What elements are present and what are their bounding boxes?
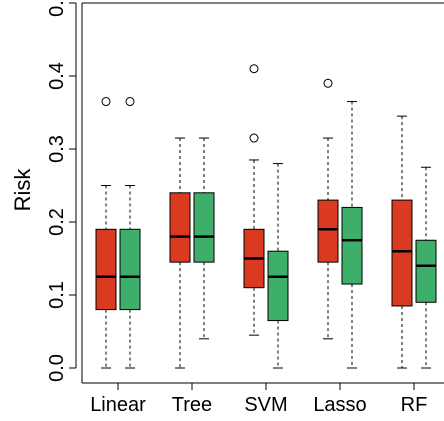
y-tick-label: 0.5 <box>46 0 68 17</box>
x-tick-label-rf: RF <box>401 394 428 416</box>
box-svm-0-outlier-1 <box>249 64 259 74</box>
box-linear-0-iqr-box <box>95 228 117 311</box>
box-linear-1-iqr-box <box>119 228 141 311</box>
y-tick-label: 0.0 <box>46 354 68 382</box>
box-linear-0-outlier-0 <box>101 97 111 107</box>
plot-frame <box>81 2 444 384</box>
y-axis-title: Risk <box>10 168 35 212</box>
box-svm-1-iqr-box <box>267 250 289 322</box>
x-tick-label-svm: SVM <box>244 394 287 416</box>
box-lasso-0-iqr-box <box>317 199 339 263</box>
box-rf-0-iqr-box <box>391 199 413 307</box>
x-tick-label-tree: Tree <box>172 394 212 416</box>
y-tick-label: 0.1 <box>46 281 68 309</box>
x-tick-label-lasso: Lasso <box>313 394 366 416</box>
box-rf-1-iqr-box <box>415 239 437 303</box>
x-tick-label-linear: Linear <box>90 394 146 416</box>
box-tree-0-iqr-box <box>169 192 191 263</box>
boxes-layer <box>95 64 437 369</box>
box-lasso-0-outlier-0 <box>323 78 333 88</box>
box-svm-0-outlier-0 <box>249 133 259 143</box>
axes-layer: 0.0 0.1 0.2 0.3 0.4 0.5 Linear Tree SVM Lasso RF <box>46 0 427 416</box>
box-lasso-1-iqr-box <box>341 206 363 285</box>
y-tick-label: 0.4 <box>46 62 68 90</box>
box-tree-1-iqr-box <box>193 192 215 263</box>
y-tick-label: 0.2 <box>46 208 68 236</box>
y-tick-label: 0.3 <box>46 135 68 163</box>
box-linear-1-outlier-0 <box>125 97 135 107</box>
